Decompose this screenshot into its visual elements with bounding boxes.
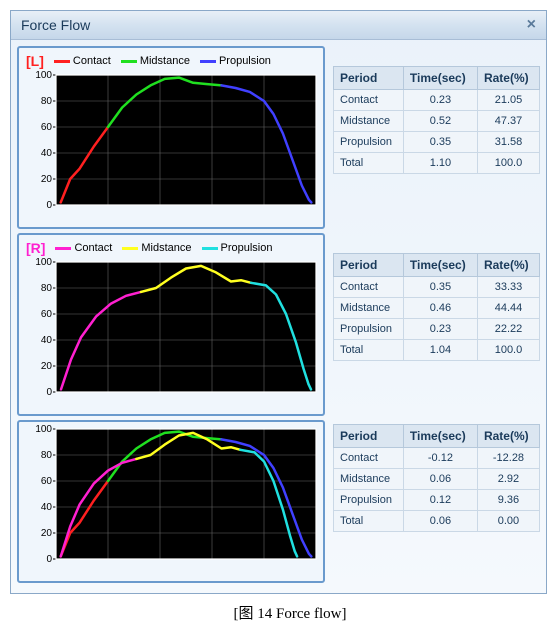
swatch-icon [200,60,216,63]
svg-text:100: 100 [35,258,52,268]
table-row: Propulsion0.3531.58 [334,132,540,153]
chart-right-wrap: [R] Contact Midstance Propulsion 0 20 40 60… [17,233,325,416]
table-left: PeriodTime(sec)Rate(%)Contact0.2321.05Mi… [333,66,540,174]
table-right-wrap: PeriodTime(sec)Rate(%)Contact0.3533.33Mi… [333,253,540,361]
svg-text:0: 0 [46,200,52,211]
side-label-left: [L] [26,53,44,69]
table-combined: PeriodTime(sec)Rate(%)Contact-0.12-12.28… [333,424,540,532]
svg-text:100: 100 [35,425,52,435]
col-period: Period [334,254,404,277]
svg-text:20: 20 [41,528,53,539]
table-row: Midstance0.5247.37 [334,111,540,132]
svg-text:80: 80 [41,283,53,294]
col-time: Time(sec) [403,67,477,90]
table-row: Contact0.2321.05 [334,90,540,111]
svg-text:40: 40 [41,148,53,159]
col-rate: Rate(%) [477,67,539,90]
table-left-wrap: PeriodTime(sec)Rate(%)Contact0.2321.05Mi… [333,66,540,174]
table-row: Total1.04100.0 [334,340,540,361]
chart-left: 0 20 40 60 80 100 [22,71,320,224]
legend-l-contact: Contact [54,55,111,67]
title-bar: Force Flow × [11,11,546,40]
legend-r-propulsion: Propulsion [202,242,273,254]
row-combined: 0 20 40 60 80 100 PeriodTime(sec)Rate(%)Conta… [17,420,540,583]
panel-content: [L] Contact Midstance Propulsion 0 20 40 60… [11,40,546,593]
swatch-icon [121,60,137,63]
swatch-icon [55,247,71,250]
svg-text:20: 20 [41,174,53,185]
close-icon[interactable]: × [527,16,536,34]
table-row: Propulsion0.2322.22 [334,319,540,340]
svg-text:0: 0 [46,387,52,398]
svg-text:0: 0 [46,554,52,565]
col-time: Time(sec) [403,425,477,448]
legend-r-midstance: Midstance [122,242,191,254]
chart-left-wrap: [L] Contact Midstance Propulsion 0 20 40 60… [17,46,325,229]
side-label-right: [R] [26,240,45,256]
chart-svg: 0 20 40 60 80 100 [22,425,320,573]
col-period: Period [334,67,404,90]
swatch-icon [122,247,138,250]
chart-left-legend: [L] Contact Midstance Propulsion [22,51,320,71]
table-right: PeriodTime(sec)Rate(%)Contact0.3533.33Mi… [333,253,540,361]
col-rate: Rate(%) [477,425,539,448]
table-row: Midstance0.062.92 [334,469,540,490]
col-time: Time(sec) [403,254,477,277]
table-row: Total0.060.00 [334,511,540,532]
svg-text:80: 80 [41,450,53,461]
svg-text:60: 60 [41,122,53,133]
chart-right-legend: [R] Contact Midstance Propulsion [22,238,320,258]
row-right: [R] Contact Midstance Propulsion 0 20 40 60… [17,233,540,416]
svg-text:60: 60 [41,476,53,487]
table-row: Total1.10100.0 [334,153,540,174]
chart-right: 0 20 40 60 80 100 [22,258,320,411]
svg-text:60: 60 [41,309,53,320]
col-rate: Rate(%) [477,254,539,277]
table-row: Contact-0.12-12.28 [334,448,540,469]
table-row: Contact0.3533.33 [334,277,540,298]
chart-svg: 0 20 40 60 80 100 [22,71,320,219]
swatch-icon [202,247,218,250]
force-flow-panel: Force Flow × [L] Contact Midstance Propu… [10,10,547,594]
legend-l-midstance: Midstance [121,55,190,67]
table-row: Midstance0.4644.44 [334,298,540,319]
svg-text:20: 20 [41,361,53,372]
legend-r-contact: Contact [55,242,112,254]
svg-text:40: 40 [41,502,53,513]
chart-combined: 0 20 40 60 80 100 [22,425,320,578]
chart-svg: 0 20 40 60 80 100 [22,258,320,406]
table-combined-wrap: PeriodTime(sec)Rate(%)Contact-0.12-12.28… [333,424,540,532]
svg-text:100: 100 [35,71,52,81]
swatch-icon [54,60,70,63]
svg-text:40: 40 [41,335,53,346]
table-row: Propulsion0.129.36 [334,490,540,511]
col-period: Period [334,425,404,448]
legend-l-propulsion: Propulsion [200,55,271,67]
svg-text:80: 80 [41,96,53,107]
row-left: [L] Contact Midstance Propulsion 0 20 40 60… [17,46,540,229]
chart-combined-wrap: 0 20 40 60 80 100 [17,420,325,583]
figure-caption: [图 14 Force flow] [10,602,560,623]
window-title: Force Flow [21,17,90,33]
